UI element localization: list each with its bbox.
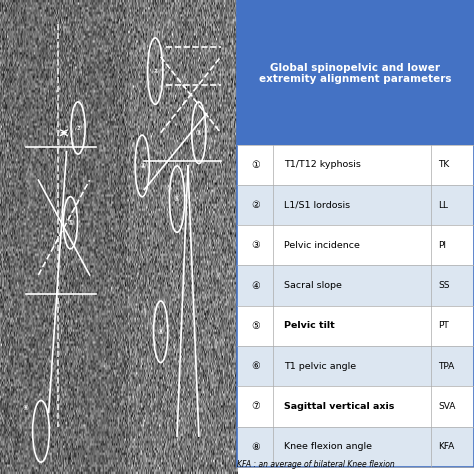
Text: TPA: TPA	[438, 362, 455, 371]
Text: ⑤: ⑤	[252, 321, 260, 331]
Text: ④: ④	[252, 281, 260, 291]
Text: SVA: SVA	[438, 402, 456, 411]
Text: ⑦: ⑦	[252, 401, 260, 411]
Text: Pelvic tilt: Pelvic tilt	[284, 321, 335, 330]
FancyBboxPatch shape	[237, 427, 474, 467]
Text: T1 pelvic angle: T1 pelvic angle	[284, 362, 356, 371]
Text: ⑧: ⑧	[252, 442, 260, 452]
FancyBboxPatch shape	[237, 265, 474, 306]
Text: KFA: KFA	[438, 442, 455, 451]
FancyBboxPatch shape	[237, 225, 474, 265]
Text: TK: TK	[438, 160, 450, 169]
Text: ②: ②	[152, 68, 158, 74]
FancyBboxPatch shape	[237, 0, 474, 145]
FancyBboxPatch shape	[237, 185, 474, 225]
Text: ③: ③	[196, 130, 202, 136]
Text: SS: SS	[438, 281, 450, 290]
Text: ②: ②	[252, 200, 260, 210]
Text: ⑥: ⑥	[252, 361, 260, 371]
Text: KFA : an average of bilateral Knee flexion: KFA : an average of bilateral Knee flexi…	[237, 460, 395, 469]
FancyBboxPatch shape	[237, 145, 474, 185]
FancyBboxPatch shape	[237, 306, 474, 346]
Text: LL: LL	[438, 201, 448, 210]
FancyBboxPatch shape	[237, 346, 474, 386]
FancyBboxPatch shape	[237, 386, 474, 427]
Text: Sagittal vertical axis: Sagittal vertical axis	[284, 402, 395, 411]
Text: ③: ③	[252, 240, 260, 250]
Text: ①: ①	[252, 160, 260, 170]
Text: ⑦: ⑦	[75, 125, 81, 131]
Text: PT: PT	[438, 321, 449, 330]
Text: Global spinopelvic and lower
extremity alignment parameters: Global spinopelvic and lower extremity a…	[259, 63, 452, 84]
Text: Sacral slope: Sacral slope	[284, 281, 342, 290]
Text: PI: PI	[438, 241, 447, 250]
Text: ④: ④	[139, 163, 145, 169]
Text: ⑤: ⑤	[174, 196, 180, 202]
Text: ①: ①	[67, 220, 73, 226]
Text: ⑥: ⑥	[23, 405, 28, 410]
Text: L1/S1 lordosis: L1/S1 lordosis	[284, 201, 351, 210]
Text: Knee flexion angle: Knee flexion angle	[284, 442, 373, 451]
Text: T1/T12 kyphosis: T1/T12 kyphosis	[284, 160, 361, 169]
Text: Pelvic incidence: Pelvic incidence	[284, 241, 360, 250]
Text: ⑧: ⑧	[158, 329, 164, 335]
